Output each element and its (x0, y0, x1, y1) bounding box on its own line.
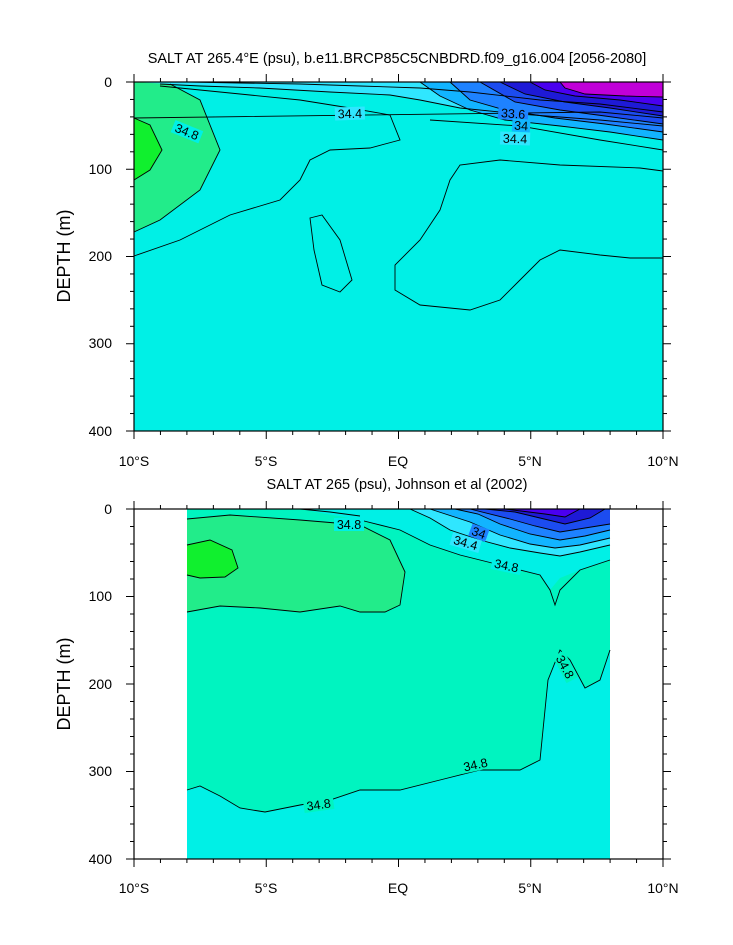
panel-1-contour (309, 214, 353, 293)
panel-2-contour-label: 34.8 (337, 518, 361, 532)
panel-1-x-tick-label: EQ (388, 453, 408, 469)
panel-1-contour (394, 159, 664, 311)
panel-2-contour (484, 508, 606, 525)
panel-2-x-tick-label: EQ (388, 880, 408, 896)
panel-1-fill-35 (134, 118, 162, 180)
panel-1-title: SALT AT 265.4°E (psu), b.e11.BRCP85C5CNB… (148, 51, 647, 67)
panel-2-contour (186, 649, 611, 813)
panel-1-contour-label: 34.4 (338, 107, 363, 122)
panel-2-contour (504, 508, 581, 518)
panel-1-x-tick-label: 5°N (518, 453, 542, 469)
panel-2-contour (186, 514, 406, 613)
panel-1: SALT AT 265.4°E (psu), b.e11.BRCP85C5CNB… (54, 51, 679, 469)
panel-1-contour (479, 81, 664, 125)
panel-2-x-tick-label: 5°N (518, 880, 542, 896)
panel-2-fill-35.2 (187, 540, 238, 578)
panel-1-contour-label: 34 (514, 119, 529, 134)
panel-2-contour-label: 34 (470, 524, 488, 542)
panel-1-y-tick-label: 0 (104, 74, 112, 90)
panel-2-y-tick-label: 0 (104, 501, 112, 517)
panel-2-contour (469, 508, 611, 533)
panel-2-y-tick-label: 100 (89, 588, 113, 604)
panel-1-contour (559, 81, 664, 98)
panel-1-contour (189, 81, 664, 113)
panel-1-x-tick-label: 10°N (647, 453, 678, 469)
panel-2-contour-label: 34.8 (493, 557, 520, 576)
panel-1-fill-34.8 (134, 82, 220, 232)
panel-1-y-tick-label: 400 (89, 423, 113, 439)
panel-2-y-axis-label: DEPTH (m) (54, 638, 74, 731)
panel-1-x-tick-label: 10°S (119, 453, 150, 469)
panel-2-fill-33.6 (485, 509, 605, 524)
panel-2-contour (429, 508, 611, 549)
panel-2-fill-35 (187, 515, 405, 612)
panel-2-contour (359, 519, 611, 607)
panel-2-y-tick-label: 400 (89, 851, 113, 867)
panel-1-y-tick-label: 100 (89, 161, 113, 177)
panel-2-x-tick-label: 5°S (255, 880, 278, 896)
panel-1-contour (133, 85, 401, 257)
panel-1-x-tick-label: 5°S (255, 453, 278, 469)
panel-2-contour (454, 508, 611, 541)
panel-2-contour-labels: 34.8 34 34.4 34.8 34.8 34.8 34.8 (302, 518, 578, 814)
panel-1-contour (133, 83, 221, 233)
panel-2-contour-label: 34.4 (452, 533, 479, 553)
panel-1-contour (133, 111, 664, 119)
panel-2-y-tick-label: 300 (89, 763, 113, 779)
panel-2-x-tick-label: 10°N (647, 880, 678, 896)
panel-1-fill-33 (560, 82, 663, 97)
panel-2: SALT AT 265 (psu), Johnson et al (2002) … (54, 477, 679, 896)
panel-1-contour-labels: 34.8 34.4 33.6 34 34.4 (170, 105, 531, 147)
panel-1-axes (126, 74, 671, 439)
panel-1-y-axis-label: DEPTH (m) (54, 210, 74, 303)
panel-2-x-tick-label: 10°S (119, 880, 150, 896)
panel-1-contour (449, 81, 664, 133)
panel-2-title: SALT AT 265 (psu), Johnson et al (2002) (267, 477, 528, 493)
panel-1-contour (159, 83, 664, 127)
panel-1-y-tick-label: 200 (89, 248, 113, 264)
panel-2-y-tick-label: 200 (89, 676, 113, 692)
panel-2-contour-label: 34.8 (462, 756, 489, 775)
panel-1-contour (529, 81, 664, 107)
panel-1-contour (429, 119, 664, 151)
panel-2-contour-label: 34.8 (306, 796, 332, 813)
panel-1-y-tick-label: 300 (89, 335, 113, 351)
panel-1-contour-label: 34.4 (503, 132, 528, 147)
panel-1-contour-label: 33.6 (501, 106, 526, 122)
panel-2-contour (186, 539, 239, 579)
panel-2-contour (299, 508, 361, 517)
panel-2-axes (126, 501, 671, 867)
panel-2-contour (409, 508, 611, 557)
panel-1-contour (133, 117, 163, 181)
panel-1-contour (419, 81, 664, 141)
